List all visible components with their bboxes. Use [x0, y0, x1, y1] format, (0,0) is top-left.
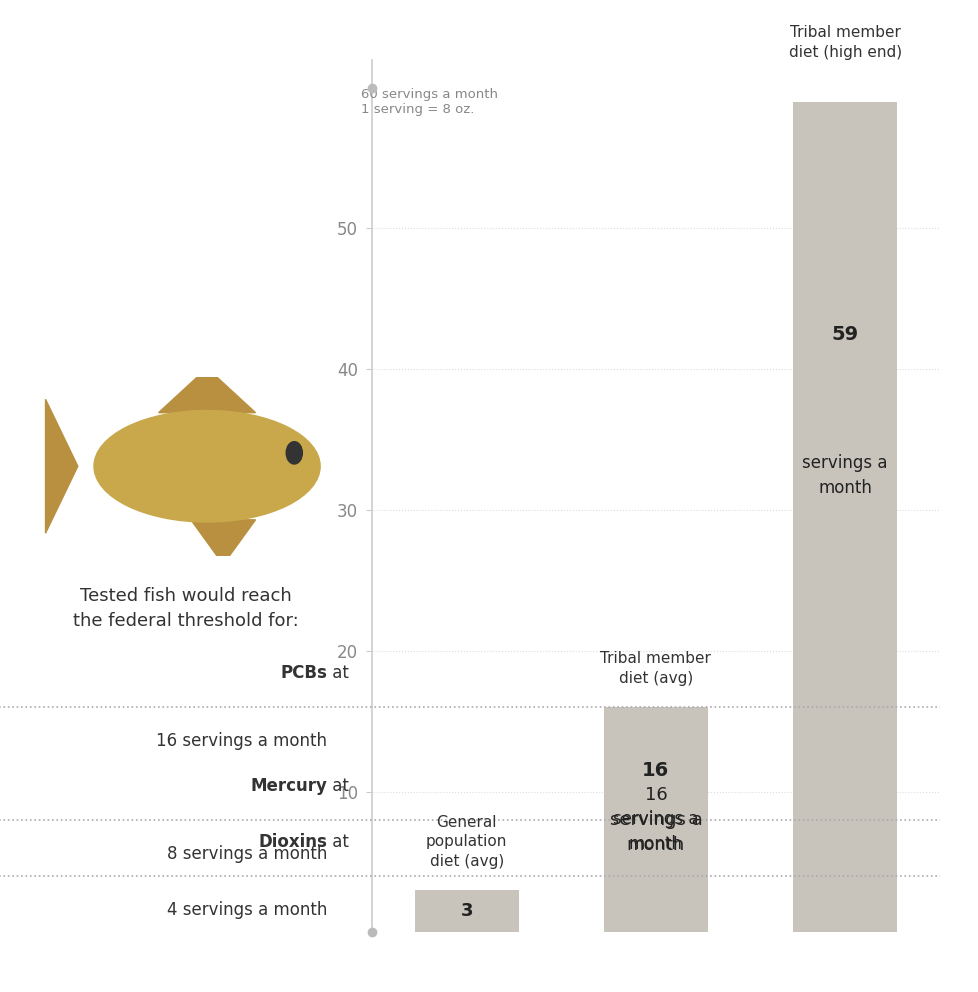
- Text: Mercury: Mercury: [250, 777, 327, 795]
- Text: servings a
month: servings a month: [802, 454, 887, 497]
- Circle shape: [286, 441, 302, 464]
- Bar: [415, 890, 518, 932]
- Text: Dioxins: Dioxins: [258, 833, 327, 851]
- Bar: [603, 707, 707, 932]
- Text: 16: 16: [642, 761, 669, 780]
- Text: General
population
diet (avg): General population diet (avg): [425, 814, 507, 869]
- Text: at: at: [327, 833, 349, 851]
- Text: 16 servings a month: 16 servings a month: [156, 732, 327, 750]
- Text: 16
servings a
month: 16 servings a month: [609, 786, 701, 854]
- Text: 3: 3: [460, 903, 472, 921]
- Text: servings a
month: servings a month: [612, 809, 698, 852]
- Text: 8 servings a month: 8 servings a month: [167, 844, 327, 863]
- Polygon shape: [191, 520, 255, 564]
- Text: Tribal member
diet (high end): Tribal member diet (high end): [788, 25, 901, 60]
- Text: PCBs: PCBs: [281, 665, 327, 682]
- Text: 59: 59: [830, 324, 858, 344]
- Text: 60 servings a month
1 serving = 8 oz.: 60 servings a month 1 serving = 8 oz.: [360, 87, 497, 116]
- Text: Tested fish would reach
the federal threshold for:: Tested fish would reach the federal thre…: [73, 587, 298, 630]
- Ellipse shape: [94, 411, 320, 522]
- Polygon shape: [45, 399, 77, 534]
- Text: Tribal member
diet (avg): Tribal member diet (avg): [600, 652, 711, 686]
- Text: at: at: [327, 665, 349, 682]
- Polygon shape: [158, 368, 255, 413]
- Text: 4 servings a month: 4 servings a month: [167, 901, 327, 919]
- Text: at: at: [327, 777, 349, 795]
- Bar: [792, 102, 896, 932]
